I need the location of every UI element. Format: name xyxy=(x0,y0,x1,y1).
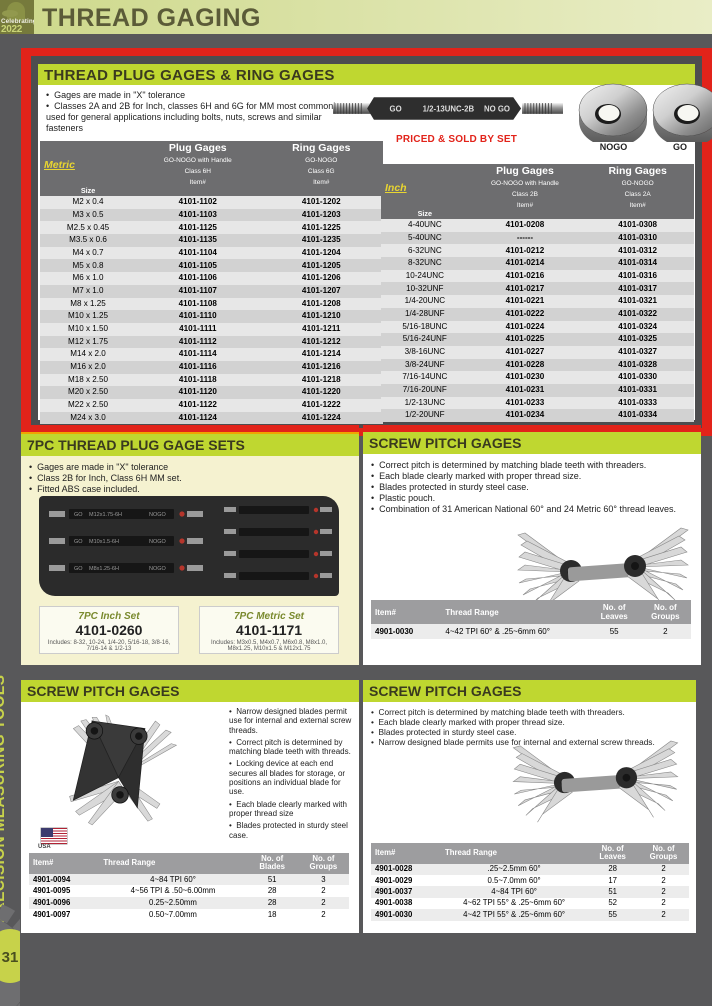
svg-text:NOGO: NOGO xyxy=(149,512,167,518)
svg-text:GO: GO xyxy=(74,512,83,518)
svg-text:NOGO: NOGO xyxy=(149,539,167,545)
svg-text:M12x1.75-6H: M12x1.75-6H xyxy=(89,512,122,518)
svg-text:GO: GO xyxy=(74,539,83,545)
svg-text:NOGO: NOGO xyxy=(149,566,167,572)
svg-text:1/2-13UNC-2B: 1/2-13UNC-2B xyxy=(423,104,475,113)
svg-text:M8x1.25-6H: M8x1.25-6H xyxy=(89,566,119,572)
svg-text:GO: GO xyxy=(74,566,83,572)
svg-text:M10x1.5-6H: M10x1.5-6H xyxy=(89,539,119,545)
svg-text:GO: GO xyxy=(390,104,402,113)
svg-text:NO GO: NO GO xyxy=(484,104,510,113)
